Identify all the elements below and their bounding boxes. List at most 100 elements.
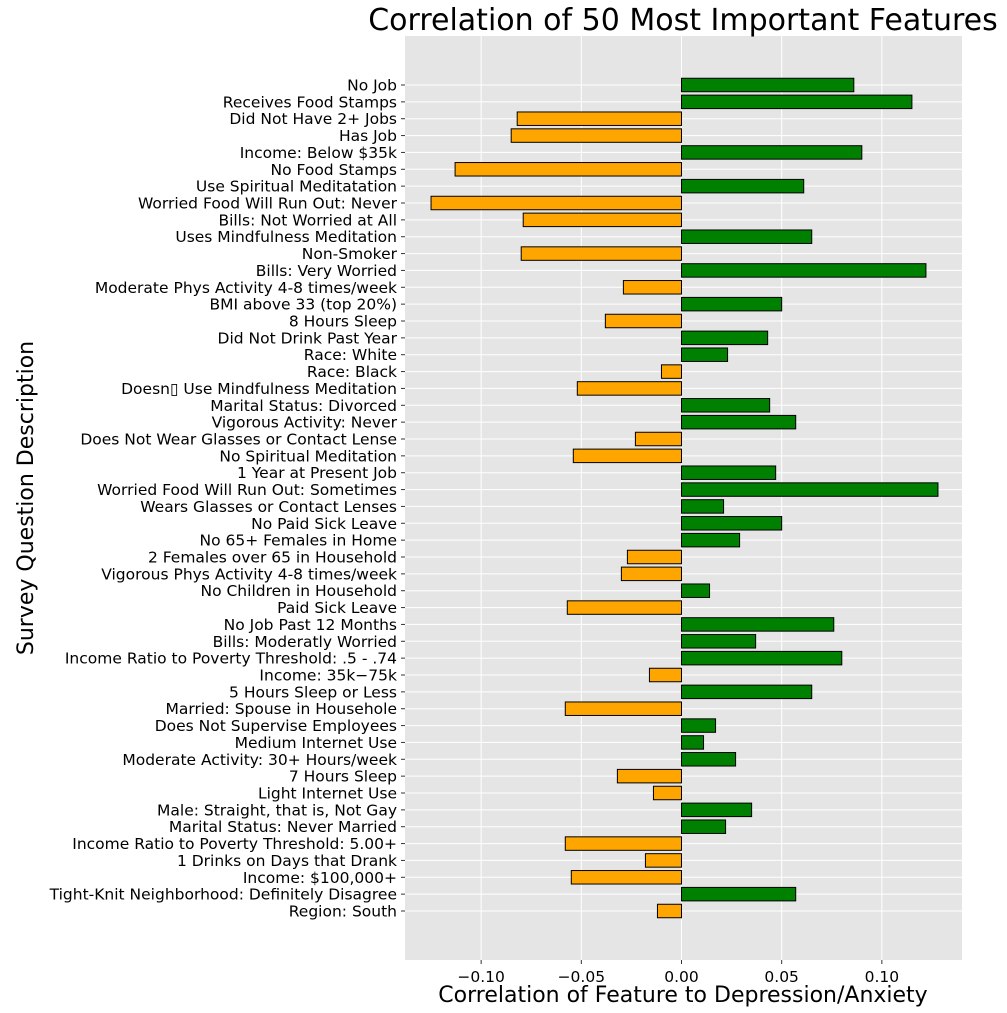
y-tick-label: Marital Status: Divorced [210, 397, 397, 415]
y-tick-label: 1 Drinks on Days that Drank [177, 852, 397, 870]
y-tick-label: Receives Food Stamps [223, 93, 397, 111]
bar [522, 212, 682, 228]
chart-title: Correlation of 50 Most Important Feature… [368, 3, 998, 38]
bar [620, 566, 682, 582]
y-tick-label: Income Ratio to Poverty Threshold: 5.00+ [72, 835, 397, 853]
bar [680, 532, 741, 548]
bar [680, 263, 927, 278]
bar [680, 583, 711, 598]
bar [680, 819, 727, 834]
y-tick-label: Income: 35k−75k [259, 667, 397, 685]
y-axis-label: Survey Question Description [14, 341, 39, 655]
y-tick-label: Tight-Knit Neighborhood: Definitely Disa… [49, 886, 397, 904]
y-tick-label: 7 Hours Sleep [289, 768, 397, 786]
x-axis-label: Correlation of Feature to Depression/Anx… [438, 983, 927, 1008]
bar [680, 886, 797, 902]
bar [680, 516, 783, 531]
y-tick-label: Medium Internet Use [235, 734, 397, 752]
y-tick-label: Has Job [339, 127, 397, 145]
bar [680, 465, 777, 480]
bar [604, 313, 682, 329]
x-tick-label: 0.05 [764, 968, 799, 986]
y-tick-label: Paid Sick Leave [277, 599, 397, 617]
y-tick-label: BMI above 33 (top 20%) [210, 296, 397, 314]
x-tick-label: 0.10 [865, 968, 900, 986]
bar [680, 718, 717, 733]
y-tick-label: Marital Status: Never Married [169, 818, 397, 836]
bar [564, 701, 682, 716]
y-tick-label: Did Not Drink Past Year [218, 329, 398, 347]
y-tick-label: Income Ratio to Poverty Threshold: .5 - … [65, 650, 397, 668]
y-tick-label: No Job Past 12 Months [224, 616, 397, 634]
y-tick-label: No 65+ Females in Home [199, 532, 397, 550]
y-tick-label: Moderate Activity: 30+ Hours/week [122, 751, 397, 769]
bar [572, 448, 682, 464]
y-tick-label: Bills: Not Worried at All [218, 211, 397, 229]
bar [680, 330, 769, 346]
y-tick-label: Does Not Supervise Employees [155, 717, 397, 735]
y-tick-label: 2 Females over 65 in Household [148, 549, 397, 567]
bar [622, 280, 682, 295]
bar [680, 94, 913, 110]
bar [680, 77, 855, 93]
y-tick-label: Vigorous Phys Activity 4-8 times/week [101, 565, 397, 583]
y-tick-label: No Paid Sick Leave [251, 515, 397, 533]
y-tick-label: Income: Below $35k [240, 144, 397, 162]
bar [648, 667, 682, 683]
y-tick-label: Moderate Phys Activity 4-8 times/week [95, 279, 397, 297]
y-tick-label: Uses Mindfulness Meditation [175, 228, 397, 246]
y-tick-label: 8 Hours Sleep [289, 313, 397, 331]
y-tick-label: Doesn▯ Use Mindfulness Meditation [121, 380, 397, 398]
bar [570, 870, 682, 885]
bar [430, 195, 682, 211]
bar [652, 785, 682, 801]
bar [680, 634, 757, 649]
bar [680, 650, 843, 666]
y-tick-label: No Food Stamps [270, 161, 397, 179]
y-tick-label: Non-Smoker [302, 245, 398, 263]
bar [680, 178, 805, 194]
bar [656, 903, 682, 919]
bar [520, 246, 682, 261]
y-tick-label: Race: Black [307, 363, 397, 381]
bar [510, 128, 682, 143]
bar [680, 347, 729, 362]
bar [454, 162, 682, 177]
bar [644, 853, 682, 868]
y-tick-label: Vigorous Activity: Never [212, 414, 398, 432]
bar [680, 735, 705, 750]
y-tick-label: Bills: Very Worried [256, 262, 397, 280]
x-tick-label: −0.05 [558, 968, 606, 986]
y-tick-label: Bills: Moderatly Worried [213, 633, 397, 651]
bar [680, 482, 939, 497]
y-tick-label: Male: Straight, that is, Not Gay [157, 801, 397, 819]
bar [566, 600, 682, 615]
y-tick-label: Region: South [289, 903, 397, 921]
x-tick-labels: −0.10 −0.05 0.00 0.05 0.10 [457, 960, 899, 986]
bar [634, 431, 682, 447]
bar [680, 684, 813, 700]
y-tick-label: No Children in Household [200, 582, 397, 600]
bar [680, 499, 725, 514]
bar [680, 802, 753, 818]
y-tick-label: 1 Year at Present Job [237, 464, 397, 482]
y-tick-label: Light Internet Use [258, 785, 397, 803]
y-tick-label: Did Not Have 2+ Jobs [229, 110, 397, 128]
y-tick-label: Worried Food Will Run Out: Never [138, 195, 398, 213]
y-tick-label: Income: $100,000+ [243, 869, 397, 887]
y-tick-label: No Spiritual Meditation [219, 447, 397, 465]
x-tick-label: −0.10 [457, 968, 505, 986]
y-tick-label: Use Spiritual Meditatation [196, 178, 397, 196]
bar [680, 617, 835, 632]
bar [680, 229, 813, 244]
bar [680, 398, 771, 413]
y-tick-label: Worried Food Will Run Out: Sometimes [97, 481, 397, 499]
bar [616, 768, 682, 784]
bar [626, 549, 682, 565]
bar [660, 364, 682, 379]
y-tick-label: No Job [347, 77, 397, 95]
bar [680, 752, 737, 767]
bar [680, 145, 863, 160]
y-tick-label: 5 Hours Sleep or Less [229, 683, 397, 701]
